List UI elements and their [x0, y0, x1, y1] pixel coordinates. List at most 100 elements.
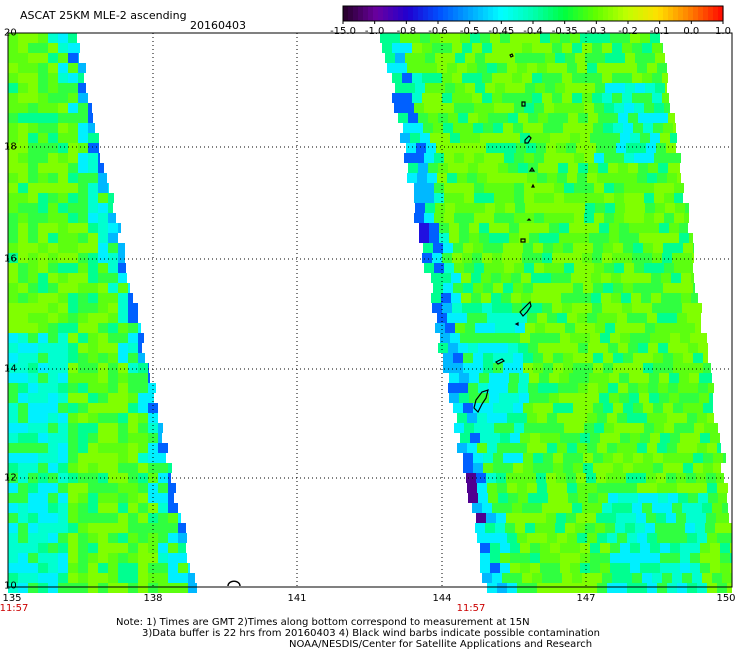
swath-cell — [78, 263, 88, 273]
swath-cell — [600, 553, 610, 563]
swath-cell — [465, 323, 475, 333]
swath-cell — [108, 183, 109, 193]
swath-cell — [607, 443, 617, 453]
swath-cell — [450, 333, 460, 343]
colorbar-segment — [608, 6, 614, 21]
swath-cell — [557, 313, 567, 323]
swath-cell — [513, 453, 523, 463]
swath-cell — [407, 63, 417, 73]
swath-cell — [410, 133, 420, 143]
swath-cell — [563, 363, 573, 373]
swath-cell — [662, 43, 663, 53]
swath-cell — [580, 133, 590, 143]
swath-cell — [633, 463, 643, 473]
swath-cell — [118, 543, 128, 553]
swath-cell — [630, 133, 640, 143]
swath-cell — [602, 573, 612, 583]
swath-cell — [502, 73, 512, 83]
swath-cell — [38, 233, 48, 243]
swath-cell — [513, 463, 523, 473]
swath-cell — [478, 493, 488, 503]
swath-cell — [474, 103, 484, 113]
swath-cell — [48, 323, 58, 333]
swath-cell — [98, 223, 108, 233]
swath-cell — [118, 313, 128, 323]
swath-cell — [539, 233, 549, 243]
swath-cell — [683, 453, 693, 463]
swath-cell — [18, 423, 28, 433]
swath-cell — [18, 253, 28, 263]
swath-cell — [638, 163, 648, 173]
colorbar-segment — [518, 6, 524, 21]
swath-cell — [700, 333, 707, 343]
swath-cell — [533, 123, 543, 133]
swath-cell — [700, 433, 710, 443]
swath-cell — [48, 93, 58, 103]
swath-cell — [473, 463, 483, 473]
swath-cell — [395, 53, 405, 63]
swath-cell — [532, 43, 542, 53]
swath-cell — [463, 453, 473, 463]
swath-cell — [28, 303, 38, 313]
swath-cell — [48, 193, 58, 203]
swath-cell — [479, 373, 489, 383]
colorbar-segment — [568, 6, 574, 21]
swath-cell — [679, 393, 689, 403]
swath-cell — [58, 553, 68, 563]
swath-cell — [58, 443, 68, 453]
colorbar-segment — [673, 6, 679, 21]
swath-cell — [573, 283, 583, 293]
swath-cell — [577, 173, 587, 183]
swath-cell — [413, 123, 423, 133]
swath-cell — [632, 573, 642, 583]
swath-cell — [457, 413, 467, 423]
swath-cell — [48, 383, 58, 393]
swath-cell — [58, 493, 68, 503]
swath-cell — [68, 93, 78, 103]
swath-cell — [593, 283, 603, 293]
swath-cell — [544, 153, 554, 163]
colorbar-segment — [643, 6, 649, 21]
swath-cell — [519, 233, 529, 243]
swath-cell — [646, 513, 656, 523]
swath-cell — [424, 183, 434, 193]
swath-cell — [608, 343, 618, 353]
swath-cell — [48, 563, 58, 573]
swath-cell — [38, 143, 48, 153]
swath-cell — [28, 123, 38, 133]
swath-cell — [712, 503, 722, 513]
swath-cell — [8, 463, 18, 473]
swath-cell — [18, 473, 28, 483]
swath-cell — [718, 493, 727, 503]
swath-cell — [475, 323, 485, 333]
swath-cell — [592, 573, 602, 583]
swath-cell — [424, 153, 434, 163]
swath-cell — [28, 403, 38, 413]
swath-cell — [563, 403, 573, 413]
colorbar-segment — [393, 6, 399, 21]
swath-cell — [432, 93, 442, 103]
swath-cell — [28, 433, 38, 443]
swath-cell — [461, 273, 471, 283]
swath-cell — [683, 243, 693, 253]
swath-cell — [610, 433, 620, 443]
swath-cell — [459, 393, 469, 403]
swath-cell — [88, 563, 98, 573]
swath-cell — [680, 553, 690, 563]
swath-cell — [78, 363, 88, 373]
swath-cell — [565, 323, 575, 333]
swath-cell — [427, 173, 437, 183]
swath-cell — [48, 373, 58, 383]
swath-cell — [625, 523, 635, 533]
swath-cell — [631, 273, 641, 283]
swath-cell — [554, 183, 564, 193]
swath-cell — [587, 63, 597, 73]
swath-cell — [18, 33, 28, 43]
swath-cell — [492, 303, 502, 313]
swath-cell — [642, 73, 652, 83]
swath-cell — [28, 483, 38, 493]
swath-cell — [657, 413, 667, 423]
swath-cell — [452, 303, 462, 313]
swath-cell — [108, 463, 118, 473]
swath-cell — [658, 383, 668, 393]
